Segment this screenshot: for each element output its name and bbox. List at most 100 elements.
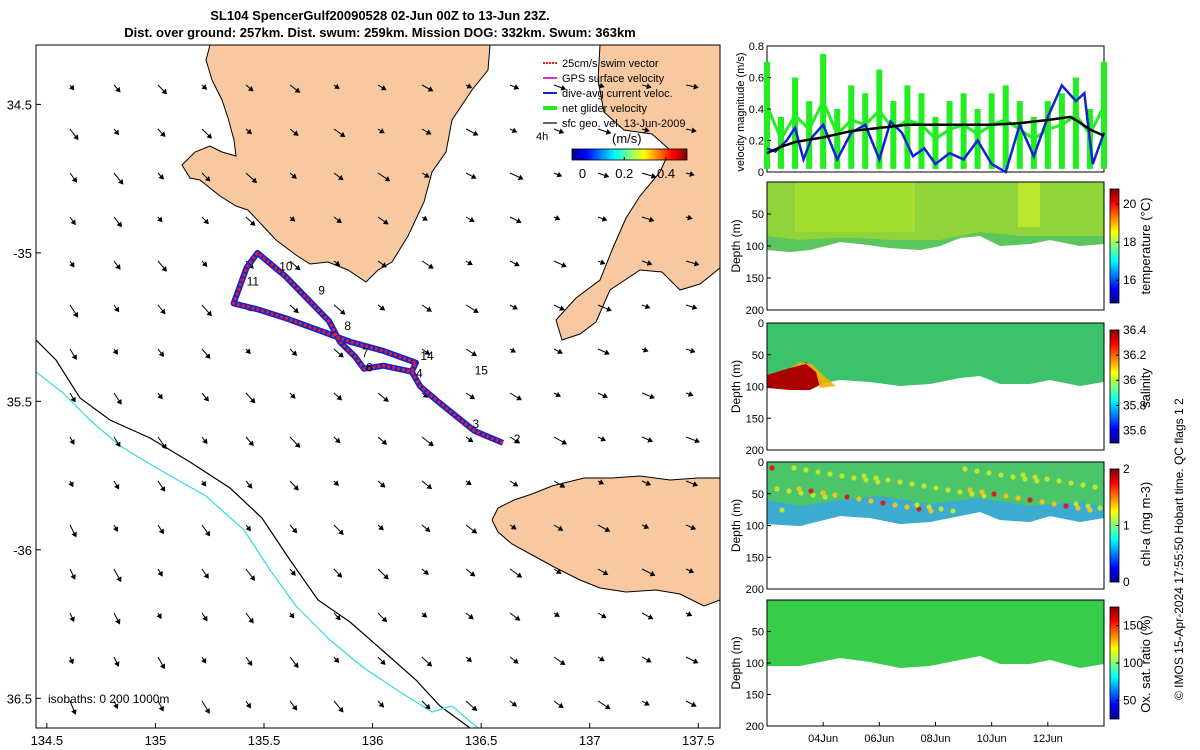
- velocity-arrow: [377, 260, 387, 268]
- velocity-arrow: [421, 436, 434, 447]
- waypoint-label: 15: [475, 364, 489, 378]
- velocity-arrow: [289, 656, 299, 669]
- waypoint-label: 3: [472, 417, 479, 431]
- chlorophyll-point: [933, 485, 939, 491]
- velocity-arrow: [245, 568, 256, 581]
- velocity-arrow: [113, 612, 121, 625]
- chlorophyll-point: [921, 483, 927, 489]
- chlorophyll-panel: [767, 462, 1104, 526]
- salinity-field: [767, 323, 1104, 388]
- velocity-arrow: [69, 700, 77, 715]
- salinity-high-patch: [767, 362, 822, 390]
- chlorophyll-point: [904, 504, 910, 510]
- chlorophyll-point: [873, 475, 879, 481]
- velocity-arrow: [509, 392, 522, 401]
- map-x-tick-label: 135: [145, 733, 167, 748]
- velocity-arrow: [685, 214, 693, 221]
- map-x-tick-label: 134.5: [31, 733, 64, 748]
- velocity-arrow: [465, 83, 473, 89]
- velocity-arrow: [201, 656, 207, 664]
- date-x-tick-label: 10Jun: [977, 733, 1007, 745]
- temperature-warm-patch: [1018, 182, 1040, 227]
- velocity-arrow: [641, 347, 649, 353]
- velocity-arrow: [465, 612, 474, 620]
- map-axis-ticks: 134.5 135 135.5 136 136.5 137 137.5 34.5 -35 35.5…: [7, 97, 715, 748]
- chlorophyll-point: [1092, 484, 1098, 490]
- chlorophyll-point: [1044, 476, 1050, 482]
- chlorophyll-point: [774, 486, 780, 492]
- chlorophyll-point: [986, 470, 992, 476]
- velocity-arrow: [201, 568, 209, 579]
- velocity-arrow: [597, 436, 607, 442]
- section-depth-label: Depth (m): [729, 636, 743, 689]
- velocity-arrow: [245, 84, 254, 92]
- velocity-arrow: [553, 656, 566, 666]
- chlorophyll-point: [938, 506, 944, 512]
- velocity-arrow: [465, 524, 478, 534]
- velocity-arrow: [597, 568, 609, 576]
- velocity-arrow: [289, 524, 298, 534]
- chlorophyll-point: [1010, 474, 1016, 480]
- velocity-arrow: [201, 172, 211, 182]
- chlorophyll-point: [926, 504, 932, 510]
- velocity-arrow: [641, 216, 655, 223]
- velocity-arrow: [245, 216, 256, 226]
- velocity-arrow: [69, 172, 78, 183]
- velocity-arrow: [157, 524, 164, 535]
- waypoint-label: 11: [247, 275, 260, 289]
- chlorophyll-point: [1063, 503, 1069, 509]
- velocity-arrow: [377, 480, 386, 488]
- velocity-arrow: [509, 172, 524, 180]
- velocity-arrow: [465, 656, 473, 663]
- velocity-arrow: [421, 348, 431, 355]
- map-y-tick-label: -36: [13, 543, 32, 558]
- credit-text: © IMOS 15-Apr-2024 17:55:50 Hobart time.…: [1172, 398, 1186, 700]
- velocity-arrow: [377, 172, 391, 182]
- oxygen-field: [767, 600, 1104, 668]
- waypoint-labels: 2 3 4 678 9 10 11 14 15: [247, 260, 521, 446]
- chlorophyll-point: [909, 481, 915, 487]
- legend-sfc-velocity: sfc geo. vel. 13-Jun-2009: [562, 118, 686, 130]
- sfc-velocity-line: [766, 115, 1105, 155]
- velocity-arrow: [421, 612, 428, 618]
- chlorophyll-point: [991, 491, 997, 497]
- velocity-arrow: [157, 260, 167, 272]
- map-colorbar-label: (m/s): [612, 131, 642, 146]
- velocity-arrow: [333, 172, 344, 181]
- velocity-arrow: [157, 568, 163, 577]
- velocity-arrow: [553, 568, 562, 574]
- velocity-arrow: [597, 128, 612, 135]
- velocity-arrow: [465, 172, 477, 179]
- velocity-arrow: [157, 700, 164, 712]
- velocity-arrow: [289, 612, 295, 619]
- section-y-tick-label: 0: [758, 457, 764, 469]
- chlorophyll-point: [822, 494, 828, 500]
- velocity-arrow: [641, 523, 650, 529]
- chlorophyll-point: [1039, 499, 1045, 505]
- velocity-arrow: [685, 391, 694, 397]
- chlorophyll-point: [916, 506, 922, 512]
- isobath-1000m: [36, 371, 479, 728]
- velocity-arrow: [377, 436, 388, 445]
- velocity-arrow: [553, 700, 564, 709]
- velocity-arrow: [245, 436, 254, 447]
- velocity-arrow: [421, 568, 429, 575]
- velocity-arrow: [421, 172, 430, 178]
- velocity-arrow: [465, 348, 477, 356]
- velocity-arrow: [69, 348, 77, 361]
- glider-track-red: [232, 251, 504, 445]
- velocity-arrow: [685, 700, 697, 707]
- chlorophyll-point: [1056, 478, 1062, 484]
- velocity-arrow: [113, 480, 120, 490]
- velocity-arrow: [113, 392, 122, 405]
- velocity-arrow: [68, 480, 74, 488]
- velocity-arrow: [597, 348, 610, 355]
- salinity-panel: [767, 323, 1104, 390]
- velocity-arrow: [597, 612, 607, 619]
- section-y-tick-label: 200: [746, 305, 764, 317]
- velocity-arrow: [641, 392, 655, 400]
- velocity-arrow: [509, 127, 518, 133]
- velocity-arrow: [289, 568, 296, 576]
- section-y-tick-label: 100: [746, 521, 764, 533]
